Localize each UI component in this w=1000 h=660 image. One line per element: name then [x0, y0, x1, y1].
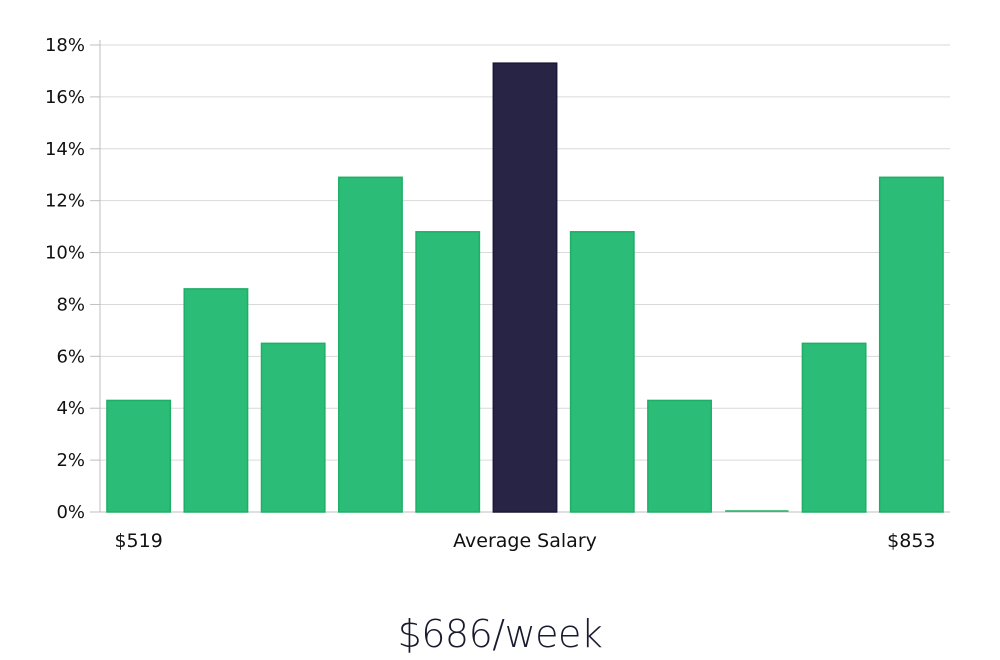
- y-tick-label: 14%: [45, 139, 85, 160]
- salary-histogram: 0% 2% 4% 6% 8% 10% 12% 14% 16% 18% $519 Average Sa…: [45, 35, 950, 552]
- category-label: Average Salary: [453, 530, 597, 552]
- bar: [183, 288, 249, 513]
- category-label: $853: [887, 530, 935, 552]
- bar: [260, 342, 326, 513]
- y-tick-label: 18%: [45, 35, 85, 56]
- bar: [338, 176, 403, 513]
- bar: [647, 399, 712, 513]
- y-tick-labels: 0% 2% 4% 6% 8% 10% 12% 14% 16% 18%: [45, 35, 85, 523]
- category-label: $519: [114, 530, 162, 552]
- y-tick-label: 2%: [56, 450, 85, 471]
- y-tick-label: 10%: [45, 243, 85, 264]
- bar: [878, 176, 944, 513]
- bar-highlight: [492, 62, 558, 513]
- bar: [801, 342, 867, 513]
- bar: [415, 231, 481, 513]
- bar: [569, 231, 635, 513]
- average-salary-headline: $686/week: [397, 612, 603, 656]
- y-tick-label: 6%: [56, 346, 85, 367]
- y-tick-label: 0%: [56, 502, 85, 523]
- bar: [106, 399, 172, 513]
- y-tick-label: 4%: [56, 398, 85, 419]
- category-labels: $519 Average Salary $853: [114, 530, 935, 552]
- y-tick-label: 8%: [56, 294, 85, 315]
- y-tick-label: 16%: [45, 87, 85, 108]
- bars: [106, 62, 944, 513]
- y-tick-label: 12%: [45, 191, 85, 212]
